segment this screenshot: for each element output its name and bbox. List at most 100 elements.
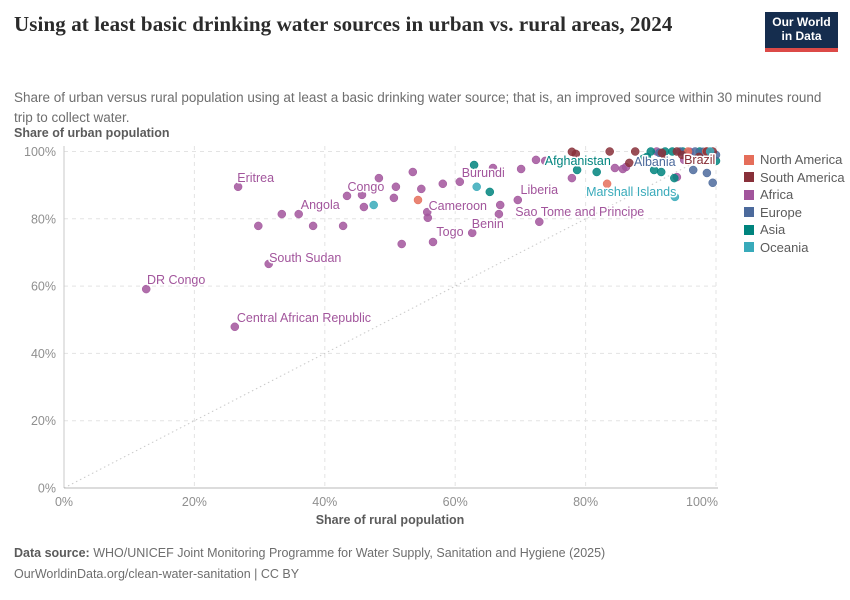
data-point-africa[interactable] bbox=[277, 209, 287, 219]
data-point-south-america[interactable] bbox=[677, 150, 687, 160]
legend-item-europe[interactable]: Europe bbox=[744, 204, 845, 222]
data-point-north-america[interactable] bbox=[413, 195, 423, 205]
data-point-africa[interactable] bbox=[531, 155, 541, 165]
owid-logo[interactable]: Our World in Data bbox=[765, 12, 838, 52]
x-tick-label: 60% bbox=[443, 495, 468, 509]
country-label-eritrea[interactable]: Eritrea bbox=[236, 170, 276, 187]
data-point-africa[interactable] bbox=[540, 156, 550, 166]
country-label-marshall-islands[interactable]: Marshall Islands bbox=[585, 183, 678, 200]
legend-swatch bbox=[744, 172, 754, 183]
data-point-asia[interactable] bbox=[572, 165, 582, 175]
data-point-asia[interactable] bbox=[656, 167, 666, 177]
legend-label: Europe bbox=[760, 204, 802, 220]
x-tick-label: 20% bbox=[182, 495, 207, 509]
country-label-afghanistan[interactable]: Afghanistan bbox=[543, 152, 612, 169]
data-point-africa[interactable] bbox=[535, 217, 544, 227]
legend-item-south-america[interactable]: South America bbox=[744, 169, 845, 187]
x-axis-title: Share of rural population bbox=[316, 513, 465, 527]
data-point-asia[interactable] bbox=[469, 160, 479, 170]
data-point-africa[interactable] bbox=[610, 163, 620, 173]
legend-item-africa[interactable]: Africa bbox=[744, 186, 845, 204]
country-label-congo[interactable]: Congo bbox=[346, 178, 386, 195]
data-point-asia[interactable] bbox=[649, 165, 659, 175]
country-label-cameroon[interactable]: Cameroon bbox=[427, 198, 488, 215]
x-tick-label: 0% bbox=[55, 495, 73, 509]
data-point-africa[interactable] bbox=[374, 173, 384, 183]
country-label-togo[interactable]: Togo bbox=[435, 223, 465, 240]
chart-subtitle: Share of urban versus rural population u… bbox=[14, 90, 822, 125]
data-point-africa[interactable] bbox=[357, 190, 367, 200]
data-point-europe[interactable] bbox=[708, 178, 717, 188]
legend-item-oceania[interactable]: Oceania bbox=[744, 239, 845, 257]
data-point-africa[interactable] bbox=[488, 163, 498, 173]
data-point-europe[interactable] bbox=[702, 168, 712, 178]
data-point-oceania[interactable] bbox=[369, 200, 378, 210]
country-label-dr-congo[interactable]: DR Congo bbox=[145, 272, 206, 289]
legend-item-asia[interactable]: Asia bbox=[744, 221, 845, 239]
data-point-africa[interactable] bbox=[567, 173, 577, 183]
data-point-africa[interactable] bbox=[516, 164, 526, 174]
country-label-south-sudan[interactable]: South Sudan bbox=[268, 249, 343, 266]
data-point-africa[interactable] bbox=[467, 228, 477, 238]
country-label-sao-tome-and-principe[interactable]: Sao Tome and Principe bbox=[514, 204, 646, 221]
data-point-africa[interactable] bbox=[294, 209, 303, 219]
y-axis-title: Share of urban population bbox=[14, 126, 170, 140]
data-point-oceania[interactable] bbox=[472, 182, 481, 192]
country-label-central-african-republic[interactable]: Central African Republic bbox=[235, 310, 372, 327]
x-tick-label: 100% bbox=[686, 495, 718, 509]
owid-logo-line2: in Data bbox=[781, 29, 822, 43]
data-point-south-america[interactable] bbox=[605, 147, 614, 156]
data-point-asia[interactable] bbox=[485, 187, 495, 197]
data-point-africa[interactable] bbox=[338, 221, 348, 231]
scatter-plot: 0% 20% 40% 60% 80% 100% 0% 20% 40% 60% 80% 100% Shar… bbox=[24, 145, 721, 527]
y-tick-label: 100% bbox=[24, 145, 56, 159]
data-point-europe[interactable] bbox=[688, 165, 698, 175]
legend-label: Africa bbox=[760, 187, 794, 203]
data-point-africa[interactable] bbox=[408, 167, 418, 177]
data-point-south-america[interactable] bbox=[630, 147, 640, 156]
data-point-africa[interactable] bbox=[455, 177, 465, 187]
data-point-africa[interactable] bbox=[513, 195, 523, 205]
data-point-africa[interactable] bbox=[233, 182, 243, 192]
data-point-south-america[interactable] bbox=[625, 158, 634, 168]
data-point-africa[interactable] bbox=[230, 322, 240, 332]
y-tick-label: 20% bbox=[31, 414, 56, 428]
data-point-oceania[interactable] bbox=[705, 147, 715, 156]
data-point-africa[interactable] bbox=[264, 259, 273, 269]
country-label-brazil[interactable]: Brazil bbox=[683, 151, 717, 168]
data-point-north-america[interactable] bbox=[602, 179, 612, 189]
owid-link[interactable]: OurWorldinData.org/clean-water-sanitatio… bbox=[14, 567, 300, 581]
country-label-liberia[interactable]: Liberia bbox=[519, 181, 560, 198]
x-tick-label: 40% bbox=[312, 495, 337, 509]
data-point-africa[interactable] bbox=[308, 221, 318, 231]
legend-item-north-america[interactable]: North America bbox=[744, 151, 845, 169]
data-point-africa[interactable] bbox=[389, 193, 399, 203]
country-label-benin[interactable]: Benin bbox=[470, 215, 505, 232]
data-point-africa[interactable] bbox=[359, 202, 369, 212]
data-point-oceania[interactable] bbox=[670, 192, 680, 202]
data-point-africa[interactable] bbox=[141, 284, 151, 294]
data-point-asia[interactable] bbox=[670, 173, 679, 183]
data-point-asia[interactable] bbox=[646, 147, 656, 156]
data-point-asia[interactable] bbox=[592, 167, 601, 177]
data-point-africa[interactable] bbox=[495, 200, 505, 210]
data-point-south-america[interactable] bbox=[694, 152, 704, 162]
data-point-africa[interactable] bbox=[391, 182, 401, 192]
diagonal-reference-line bbox=[63, 151, 717, 489]
data-point-africa[interactable] bbox=[428, 237, 438, 247]
data-point-africa[interactable] bbox=[417, 184, 426, 194]
data-point-africa[interactable] bbox=[254, 221, 263, 231]
data-point-south-america[interactable] bbox=[660, 154, 670, 164]
data-point-africa[interactable] bbox=[397, 239, 406, 249]
data-point-africa[interactable] bbox=[494, 209, 504, 219]
data-point-africa[interactable] bbox=[342, 191, 352, 201]
data-source-line: Data source: WHO/UNICEF Joint Monitoring… bbox=[14, 543, 834, 564]
data-point-africa[interactable] bbox=[423, 213, 433, 223]
country-label-burundi[interactable]: Burundi bbox=[460, 165, 506, 182]
data-point-south-america[interactable] bbox=[571, 149, 581, 159]
country-label-angola[interactable]: Angola bbox=[299, 197, 341, 214]
data-point-africa[interactable] bbox=[438, 179, 448, 189]
country-label-albania[interactable]: Albania bbox=[632, 153, 677, 170]
legend-label: Oceania bbox=[760, 239, 809, 255]
y-tick-label: 40% bbox=[31, 347, 56, 361]
